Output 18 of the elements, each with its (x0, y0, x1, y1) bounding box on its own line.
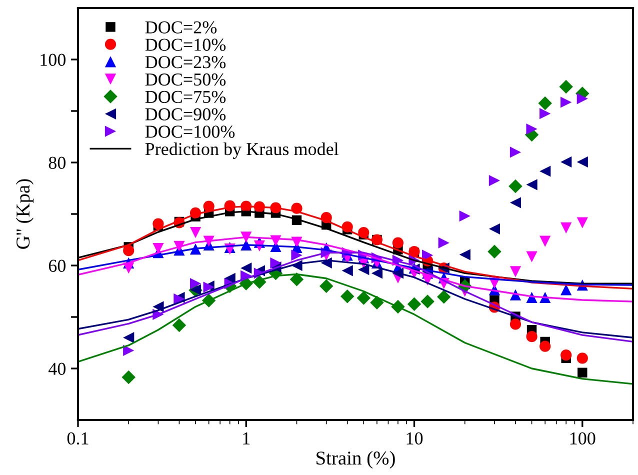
x-tick-label: 0.1 (67, 432, 88, 445)
x-tick-label: 100 (570, 432, 596, 445)
x-axis-title: Strain (%) (316, 450, 395, 469)
legend-label: DOC=23% (145, 56, 226, 68)
x-tick-label: 1 (243, 432, 250, 444)
y-axis-title: G'' (Kpa) (16, 179, 34, 249)
y-tick-label: 40 (48, 362, 66, 375)
y-tick-label: 80 (48, 156, 66, 169)
y-tick-label: 100 (40, 54, 66, 66)
legend-label: DOC=2% (145, 21, 217, 34)
y-tick-label: 60 (48, 260, 66, 272)
legend-label: Prediction by Kraus model (145, 142, 339, 159)
x-tick-label: 10 (406, 432, 423, 445)
legend-label: DOC=75% (145, 90, 226, 104)
legend-label: DOC=10% (145, 38, 226, 51)
legend-label: DOC=100% (145, 126, 235, 138)
legend-label: DOC=50% (145, 73, 226, 86)
legend-label: DOC=90% (145, 108, 226, 120)
